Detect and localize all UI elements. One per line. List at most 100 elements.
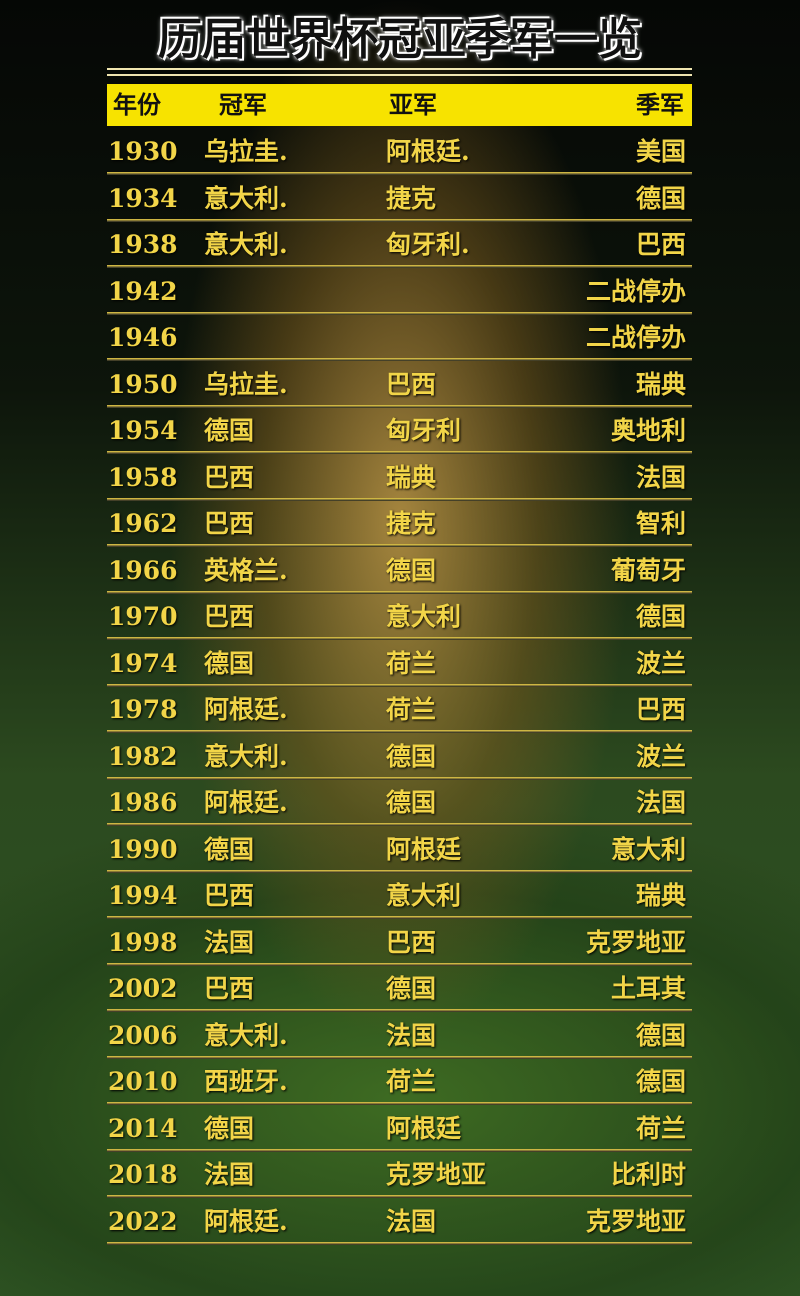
year-cell: 2018: [108, 1160, 178, 1189]
team-cell: 智利: [635, 509, 686, 538]
team-cell: 荷兰: [635, 1113, 686, 1143]
table-row: 1950 乌拉圭. 巴西 瑞典: [0, 367, 800, 407]
team-cell: 波兰: [635, 648, 686, 678]
team-cell: 美国: [635, 137, 686, 166]
header-cell: 冠军: [219, 90, 267, 119]
team-cell: 巴西: [635, 230, 686, 259]
team-cell: 瑞典: [635, 881, 686, 910]
year-cell: 1990: [108, 834, 178, 864]
row-rule: [107, 404, 692, 408]
title: 历届世界杯冠亚季军一览: [158, 14, 642, 65]
row-rule: [107, 544, 692, 547]
row-rule: [107, 1055, 692, 1059]
row-rule: [107, 497, 692, 501]
table-row: 1966 英格兰. 德国 葡萄牙: [0, 553, 800, 593]
year-cell: 1950: [108, 369, 178, 399]
year-cell: 1994: [108, 881, 178, 910]
team-cell: 法国: [386, 1206, 437, 1236]
year-cell: 2002: [108, 974, 178, 1003]
year-cell: 1938: [108, 230, 178, 259]
row-rule: [107, 823, 692, 826]
table-row: 1994 巴西 意大利 瑞典: [0, 878, 800, 918]
team-cell: 巴西: [204, 602, 255, 631]
team-cell: 克罗地亚: [585, 1206, 686, 1236]
team-cell: 德国: [204, 1113, 255, 1143]
team-cell: 二战停办: [585, 276, 686, 306]
team-cell: 乌拉圭.: [204, 369, 288, 399]
row-rule: [107, 1195, 692, 1198]
team-cell: 法国: [635, 788, 686, 817]
year-cell: 1934: [108, 183, 178, 213]
team-cell: 德国: [204, 834, 255, 864]
team-cell: 巴西: [204, 509, 255, 538]
table-row: 2006 意大利. 法国 德国: [0, 1018, 800, 1058]
team-cell: 二战停办: [585, 323, 686, 352]
team-cell: 西班牙.: [204, 1067, 288, 1096]
team-cell: 巴西: [204, 462, 255, 492]
year-cell: 1978: [108, 695, 178, 724]
team-cell: 意大利.: [204, 741, 288, 771]
table-row: 1974 德国 荷兰 波兰: [0, 646, 800, 686]
team-cell: 德国: [635, 1020, 686, 1050]
team-cell: 德国: [386, 788, 437, 817]
team-cell: 德国: [635, 183, 686, 213]
table-row: 1942 二战停办: [0, 274, 800, 314]
table-row: 1986 阿根廷. 德国 法国: [0, 785, 800, 825]
team-cell: 阿根廷.: [204, 695, 288, 724]
year-cell: 1954: [108, 416, 178, 445]
year-cell: 1942: [108, 276, 178, 306]
header-cell: 年份: [113, 90, 161, 119]
row-rule: [107, 590, 692, 594]
row-rule: [107, 683, 692, 687]
row-rule: [107, 1009, 692, 1012]
header-cell: 季军: [636, 90, 684, 119]
year-cell: 1962: [108, 509, 178, 538]
team-cell: 意大利: [386, 602, 462, 631]
team-cell: 法国: [635, 462, 686, 492]
row-rule: [107, 358, 692, 361]
team-cell: 克罗地亚: [386, 1160, 487, 1189]
team-cell: 克罗地亚: [585, 927, 686, 957]
row-rule: [107, 218, 692, 222]
table-row: 1934 意大利. 捷克 德国: [0, 181, 800, 221]
team-cell: 巴西: [204, 881, 255, 910]
team-cell: 匈牙利.: [386, 230, 470, 259]
row-rule: [107, 869, 692, 873]
team-cell: 匈牙利: [386, 416, 462, 445]
row-rule: [107, 1102, 692, 1105]
team-cell: 德国: [386, 974, 437, 1003]
row-rule: [107, 1241, 692, 1245]
year-cell: 1986: [108, 788, 178, 817]
table-row: 1938 意大利. 匈牙利. 巴西: [0, 227, 800, 267]
team-cell: 巴西: [635, 695, 686, 724]
row-rule: [107, 172, 692, 175]
team-cell: 捷克: [386, 183, 437, 213]
table-header: 年份 冠军 亚军 季军: [107, 84, 692, 126]
team-cell: 瑞典: [386, 462, 437, 492]
table-row: 1998 法国 巴西 克罗地亚: [0, 925, 800, 965]
table-row: 1982 意大利. 德国 波兰: [0, 739, 800, 779]
team-cell: 乌拉圭.: [204, 137, 288, 166]
header-cell: 亚军: [389, 90, 437, 119]
team-cell: 荷兰: [386, 1067, 437, 1096]
row-rule: [107, 311, 692, 315]
table-row: 1946 二战停办: [0, 320, 800, 360]
row-rule: [107, 962, 692, 966]
team-cell: 阿根廷.: [204, 1206, 288, 1236]
team-cell: 德国: [635, 1067, 686, 1096]
year-cell: 1982: [108, 741, 178, 771]
team-cell: 法国: [204, 1160, 255, 1189]
team-cell: 荷兰: [386, 648, 437, 678]
team-cell: 德国: [386, 555, 437, 585]
table-row: 2002 巴西 德国 土耳其: [0, 971, 800, 1011]
title-rule: [107, 74, 692, 76]
row-rule: [107, 776, 692, 780]
team-cell: 瑞典: [635, 369, 686, 399]
team-cell: 意大利.: [204, 230, 288, 259]
year-cell: 1974: [108, 648, 178, 678]
team-cell: 阿根廷.: [204, 788, 288, 817]
title-rule: [107, 68, 692, 70]
table-row: 1978 阿根廷. 荷兰 巴西: [0, 692, 800, 732]
table-row: 2018 法国 克罗地亚 比利时: [0, 1157, 800, 1197]
